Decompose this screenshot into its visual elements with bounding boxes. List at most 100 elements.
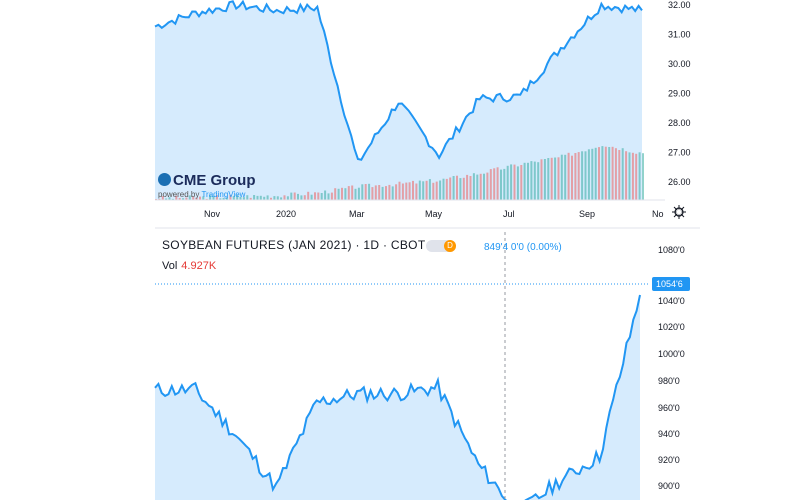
bottom-panel: 1080'0 1040'0 1020'0 1000'0 980'0 960'0 940'0 9…	[154, 232, 690, 500]
volume-bar	[577, 152, 580, 200]
volume-bar	[510, 164, 513, 200]
volume-bar	[614, 148, 617, 200]
volume-bar	[469, 176, 472, 200]
volume-bar	[405, 182, 408, 200]
volume-bar	[527, 162, 529, 200]
volume-bar	[391, 186, 394, 200]
volume-bar	[638, 152, 641, 200]
volume-bar	[219, 198, 222, 200]
volume-bar	[628, 152, 631, 200]
volume-bar	[523, 162, 526, 200]
volume-bar	[449, 177, 452, 200]
volume-bar	[357, 187, 360, 200]
last-price-tag-bg	[652, 277, 690, 291]
volume-bar	[266, 195, 269, 200]
volume-bar	[452, 176, 455, 200]
interval-badge[interactable]: D	[444, 240, 456, 252]
x-tick-label: Nov	[204, 209, 221, 219]
volume-bar	[483, 173, 485, 200]
volume-bar	[635, 153, 638, 200]
top-price-line	[154, 0, 643, 161]
volume-bar	[533, 161, 536, 200]
powered-prefix: powered by	[158, 190, 200, 199]
volume-bar	[307, 191, 310, 200]
volume-bar	[516, 166, 519, 200]
volume-bar	[182, 198, 185, 200]
volume-bar	[212, 195, 215, 200]
volume-bar	[422, 181, 425, 200]
volume-bar	[171, 198, 174, 200]
volume-bar	[432, 182, 435, 200]
top-panel: 32.00 31.00 30.00 29.00 28.00 27.00 26.00 Nov 2…	[154, 0, 691, 219]
volume-bar	[503, 168, 506, 200]
volume-bar	[344, 188, 347, 200]
volume-bar	[341, 187, 343, 200]
volume-bar	[249, 197, 252, 200]
volume-bar	[374, 185, 377, 200]
bottom-price-line	[154, 294, 641, 500]
volume-bar	[188, 195, 191, 200]
x-tick-label: No	[652, 209, 664, 219]
volume-bar	[168, 197, 171, 200]
volume-bar	[378, 185, 381, 200]
settings-icon[interactable]	[672, 205, 686, 219]
volume-bar	[540, 159, 543, 200]
volume-bar	[324, 190, 327, 200]
y-tick-label: 980'0	[658, 376, 680, 386]
volume-bar	[354, 188, 357, 200]
cme-logo: CME Group	[158, 172, 256, 189]
top-x-axis: Nov 2020 Mar May Jul Sep No	[204, 209, 664, 219]
volume-bar	[428, 179, 431, 200]
y-tick-label: 26.00	[668, 177, 691, 187]
bottom-y-axis: 1080'0 1040'0 1020'0 1000'0 980'0 960'0 940'0 9…	[658, 245, 685, 491]
volume-bar	[232, 195, 235, 200]
volume-bar	[506, 165, 509, 200]
volume-bar	[347, 186, 350, 200]
volume-bar	[571, 155, 573, 200]
volume-bar	[199, 196, 201, 200]
volume-bar	[297, 193, 299, 200]
top-volume-bars	[155, 146, 644, 200]
volume-bar	[543, 159, 546, 200]
y-tick-label: 30.00	[668, 59, 691, 69]
volume-bar	[601, 146, 604, 200]
top-y-axis: 32.00 31.00 30.00 29.00 28.00 27.00 26.00	[668, 0, 691, 187]
volume-legend: Vol 4.927K	[162, 260, 216, 272]
volume-value: 4.927K	[181, 260, 217, 272]
volume-bar	[229, 195, 232, 200]
volume-bar	[293, 192, 296, 200]
tradingview-link[interactable]: TradingView	[201, 190, 246, 199]
volume-bar	[581, 151, 584, 200]
volume-bar	[327, 193, 330, 200]
volume-bar	[618, 150, 621, 200]
volume-bar	[439, 180, 442, 200]
volume-bar	[337, 188, 340, 200]
volume-bar	[642, 153, 644, 200]
volume-bar	[442, 178, 445, 200]
volume-bar	[550, 157, 553, 200]
volume-bar	[209, 195, 212, 200]
globe-icon	[158, 173, 171, 186]
volume-bar	[283, 195, 286, 200]
volume-bar	[557, 157, 560, 200]
volume-bar	[493, 168, 496, 200]
volume-bar	[381, 186, 384, 200]
y-tick-label: 1020'0	[658, 322, 685, 332]
x-tick-label: Jul	[503, 209, 515, 219]
volume-bar	[412, 180, 414, 200]
volume-bar	[253, 195, 256, 200]
chart-title: SOYBEAN FUTURES (JAN 2021) · 1D · CBOT	[162, 238, 426, 252]
volume-bar	[395, 184, 398, 200]
volume-bar	[401, 183, 404, 200]
volume-bar	[591, 148, 594, 200]
volume-bar	[415, 183, 418, 200]
volume-bar	[195, 197, 198, 200]
y-tick-label: 28.00	[668, 118, 691, 128]
volume-bar	[584, 151, 587, 200]
volume-bar	[351, 185, 354, 200]
logo-text: CME Group	[173, 172, 256, 189]
x-tick-label: Mar	[349, 209, 365, 219]
powered-by: powered by TradingView	[158, 190, 245, 199]
volume-bar	[165, 198, 168, 200]
